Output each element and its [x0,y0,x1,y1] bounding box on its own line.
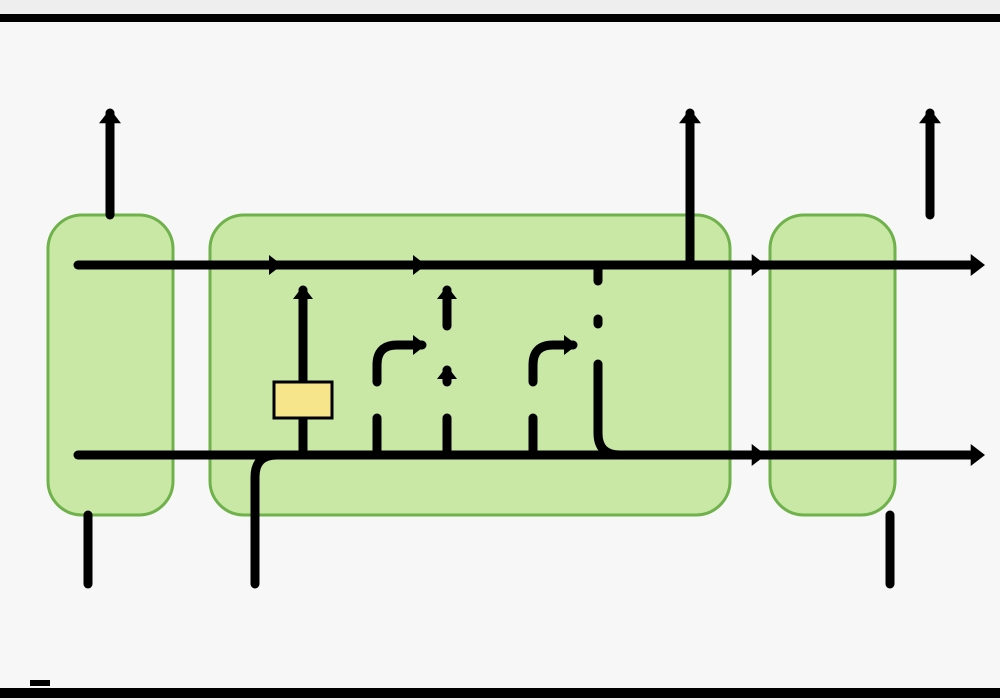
lstm-cell-center [210,215,730,515]
lstm-cell-left [48,215,173,515]
bottom-bar [0,688,1000,698]
gate-sigma-forget [274,382,332,418]
top-bar [0,14,1000,22]
lstm-cell-right [770,215,895,515]
corner-mark [30,680,50,686]
